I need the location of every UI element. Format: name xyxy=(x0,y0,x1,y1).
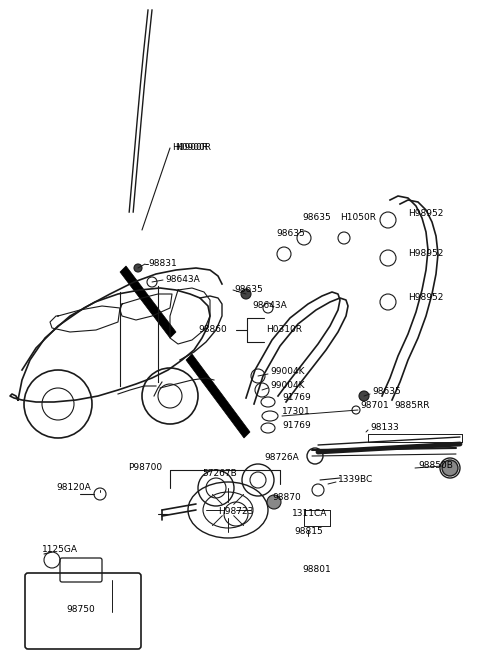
Text: 17301: 17301 xyxy=(282,407,311,417)
Text: 98635: 98635 xyxy=(372,386,401,396)
Text: 98726A: 98726A xyxy=(264,453,299,462)
Circle shape xyxy=(267,495,281,509)
Circle shape xyxy=(442,460,458,476)
Text: 1339BC: 1339BC xyxy=(338,476,373,485)
Circle shape xyxy=(241,289,251,299)
Text: 98815: 98815 xyxy=(294,527,323,537)
Text: 91769: 91769 xyxy=(282,422,311,430)
Circle shape xyxy=(134,264,142,272)
Text: 98831: 98831 xyxy=(148,258,177,268)
Text: 98701: 98701 xyxy=(360,401,389,411)
Text: 98870: 98870 xyxy=(272,493,301,502)
Text: 98750: 98750 xyxy=(66,605,95,615)
Text: 98643A: 98643A xyxy=(252,300,287,310)
Text: 98635: 98635 xyxy=(302,213,331,222)
Text: 98133: 98133 xyxy=(370,424,399,432)
Text: H98952: H98952 xyxy=(408,293,444,302)
Text: 98850B: 98850B xyxy=(418,462,453,470)
Text: 98635: 98635 xyxy=(276,230,305,239)
Text: 98635: 98635 xyxy=(234,285,263,293)
Text: 9885RR: 9885RR xyxy=(394,401,430,411)
Text: H0900R: H0900R xyxy=(172,144,208,152)
Text: 57267B: 57267B xyxy=(202,470,237,478)
Polygon shape xyxy=(120,266,176,338)
Circle shape xyxy=(359,391,369,401)
Text: 98860: 98860 xyxy=(198,325,227,333)
Text: 91769: 91769 xyxy=(282,394,311,403)
Text: 99004K: 99004K xyxy=(270,367,304,377)
Text: H1050R: H1050R xyxy=(340,213,376,222)
Text: H98952: H98952 xyxy=(408,209,444,218)
Text: 98801: 98801 xyxy=(302,565,331,575)
Text: P98700: P98700 xyxy=(128,464,162,472)
Text: H98952: H98952 xyxy=(408,249,444,258)
Text: H98723: H98723 xyxy=(218,508,253,516)
Text: 1311CA: 1311CA xyxy=(292,508,327,518)
Text: 98643A: 98643A xyxy=(165,274,200,283)
Text: 99004K: 99004K xyxy=(270,382,304,390)
Text: H0310R: H0310R xyxy=(266,325,302,333)
Polygon shape xyxy=(186,354,250,438)
Text: 1125GA: 1125GA xyxy=(42,546,78,554)
Text: H0900R: H0900R xyxy=(175,144,211,152)
Text: 98120A: 98120A xyxy=(56,483,91,493)
